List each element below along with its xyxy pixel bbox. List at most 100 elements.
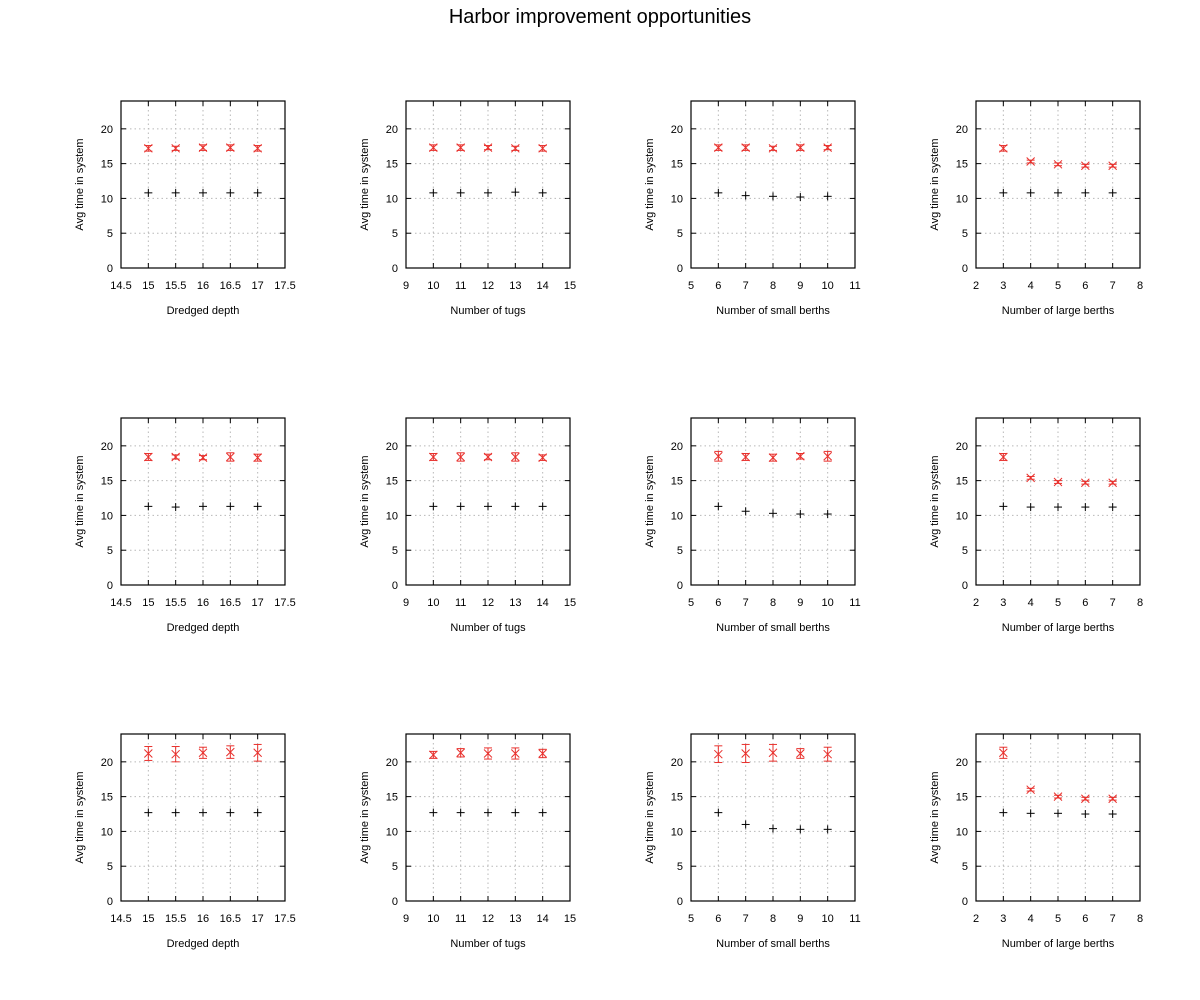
data-point-x-marker <box>998 143 1008 153</box>
y-tick-label: 15 <box>956 476 968 488</box>
x-tick-label: 16 <box>197 597 209 609</box>
x-marker-stroke <box>456 452 466 462</box>
data-point-plus-marker <box>484 502 492 511</box>
y-tick-label: 20 <box>671 757 683 769</box>
data-point-plus-marker <box>1054 809 1062 818</box>
x-marker-stroke <box>1026 157 1036 166</box>
x-axis-label: Number of small berths <box>716 305 830 317</box>
x-tick-label: 15 <box>564 913 576 925</box>
subplot-2: 9 10 11 12 13 14 15 0 5 10 15 20 Number of tugs Avg t… <box>359 100 576 317</box>
data-point-plus-marker <box>741 820 750 829</box>
x-tick-label: 4 <box>1028 597 1034 609</box>
y-tick-label: 15 <box>101 792 113 804</box>
data-point-x-marker <box>1026 157 1036 166</box>
data-point-x-marker <box>456 452 466 462</box>
data-point-x-marker <box>998 452 1008 462</box>
data-point-x-marker <box>510 452 520 462</box>
y-tick-label: 15 <box>101 476 113 488</box>
x-marker-stroke <box>795 749 805 758</box>
x-tick-label: 11 <box>455 913 466 925</box>
y-tick-label: 15 <box>386 476 398 488</box>
x-axis-label: Number of tugs <box>450 622 526 634</box>
x-marker-stroke <box>1053 792 1063 801</box>
data-point-x-marker <box>428 143 438 152</box>
x-tick-label: 5 <box>1055 597 1061 609</box>
plot-frame <box>405 100 571 269</box>
x-tick-label: 13 <box>509 597 521 609</box>
data-point-x-marker <box>538 748 548 759</box>
y-axis-label: Avg time in system <box>359 455 371 547</box>
plot-frame <box>975 100 1141 269</box>
x-marker-stroke <box>998 452 1008 462</box>
x-tick-label: 15.5 <box>165 280 186 292</box>
subplot-8: 2 3 4 5 6 7 8 0 5 10 15 20 Number of large berths Avg… <box>929 417 1143 634</box>
x-tick-label: 8 <box>770 597 776 609</box>
x-tick-label: 15 <box>142 913 154 925</box>
x-tick-label: 6 <box>1082 597 1088 609</box>
data-point-x-marker <box>253 453 263 463</box>
x-tick-label: 7 <box>1110 597 1116 609</box>
data-point-x-marker <box>538 143 548 153</box>
x-marker-stroke <box>768 143 778 153</box>
data-point-x-marker <box>768 143 778 153</box>
x-tick-label: 5 <box>688 597 694 609</box>
y-tick-label: 10 <box>956 193 968 205</box>
x-tick-label: 11 <box>455 597 466 609</box>
x-marker-stroke <box>253 453 263 463</box>
data-point-x-marker <box>428 452 438 462</box>
data-point-x-marker <box>225 745 235 759</box>
x-marker-stroke <box>510 452 520 462</box>
data-point-x-marker <box>823 746 833 762</box>
y-tick-label: 5 <box>962 228 968 240</box>
data-point-plus-marker <box>144 188 153 197</box>
x-tick-label: 14 <box>537 280 549 292</box>
y-tick-label: 5 <box>392 545 398 557</box>
x-tick-label: 7 <box>1110 280 1116 292</box>
data-point-plus-marker <box>714 502 723 511</box>
data-point-plus-marker <box>1081 188 1090 197</box>
y-axis-label: Avg time in system <box>644 138 656 230</box>
data-point-x-marker <box>741 452 751 462</box>
y-tick-label: 20 <box>956 441 968 453</box>
x-tick-label: 16.5 <box>220 280 241 292</box>
plot-frame <box>690 417 856 586</box>
data-point-plus-marker <box>226 808 235 817</box>
page-title: Harbor improvement opportunities <box>448 6 752 28</box>
x-tick-label: 3 <box>1000 913 1006 925</box>
x-marker-stroke <box>198 453 208 463</box>
plot-frame <box>120 417 286 586</box>
x-marker-stroke <box>1080 478 1090 488</box>
data-point-plus-marker <box>796 193 805 202</box>
data-point-plus-marker <box>714 188 723 197</box>
data-point-plus-marker <box>511 808 520 817</box>
x-marker-stroke <box>483 749 493 758</box>
x-marker-stroke <box>998 748 1008 758</box>
x-tick-label: 7 <box>743 913 749 925</box>
x-tick-label: 16 <box>197 280 209 292</box>
x-marker-stroke <box>428 143 438 152</box>
plot-frame <box>975 417 1141 586</box>
data-point-x-marker <box>225 452 235 462</box>
data-point-x-marker <box>1053 159 1063 169</box>
x-tick-label: 8 <box>1137 913 1143 925</box>
x-tick-label: 5 <box>688 280 694 292</box>
data-point-plus-marker <box>226 502 235 511</box>
x-marker-stroke <box>768 748 778 758</box>
x-tick-label: 8 <box>770 280 776 292</box>
y-tick-label: 20 <box>386 441 398 453</box>
data-point-plus-marker <box>823 192 832 201</box>
y-tick-label: 10 <box>956 826 968 838</box>
x-tick-label: 7 <box>743 597 749 609</box>
data-point-x-marker <box>483 452 493 462</box>
y-axis-label: Avg time in system <box>74 771 86 863</box>
data-point-plus-marker <box>741 191 750 200</box>
data-point-plus-marker <box>769 824 777 833</box>
data-point-x-marker <box>428 750 438 760</box>
data-point-x-marker <box>510 747 520 760</box>
plot-frame <box>690 100 856 269</box>
x-tick-label: 14.5 <box>110 280 131 292</box>
y-tick-label: 20 <box>956 757 968 769</box>
x-marker-stroke <box>143 452 153 462</box>
x-tick-label: 5 <box>1055 280 1061 292</box>
